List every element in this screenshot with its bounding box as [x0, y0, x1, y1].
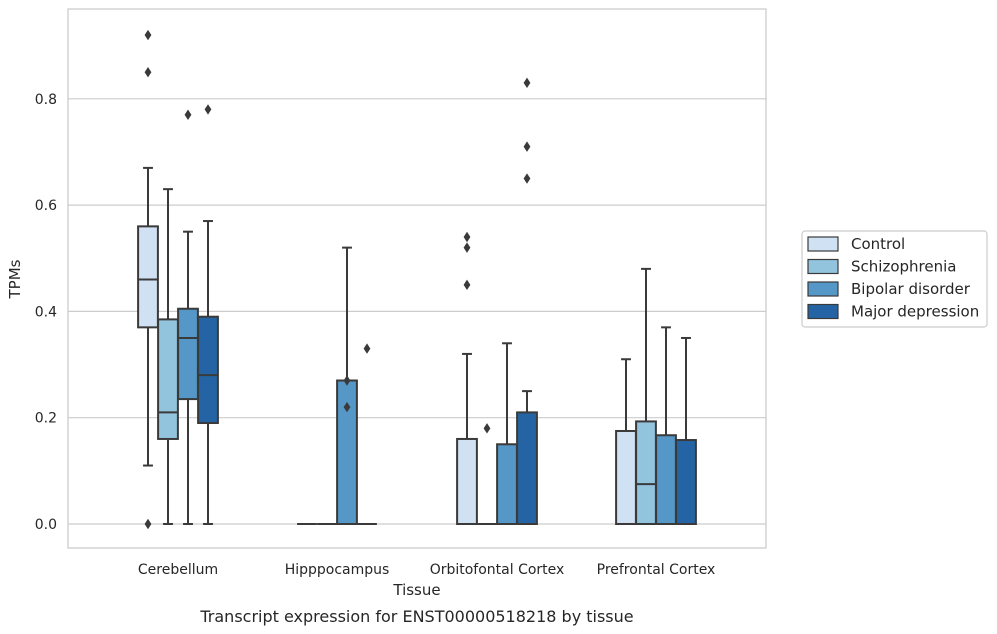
- y-tick-label: 0.0: [35, 517, 57, 533]
- box-body: [157, 318, 179, 440]
- box-bipolar-disorder: [177, 109, 199, 525]
- x-tick-labels: Cerebellum Hipppocampus Orbitofontal Corte…: [138, 562, 715, 578]
- y-tick-label: 0.4: [35, 304, 57, 320]
- box-control: [615, 358, 637, 525]
- box-schizophrenia: [635, 267, 657, 525]
- box-major-depression: [357, 343, 377, 525]
- box-bipolar-disorder: [655, 326, 677, 525]
- legend-swatch: [807, 236, 839, 252]
- outlier-point: [144, 29, 152, 41]
- legend-label: Major depression: [851, 303, 979, 321]
- box-major-depression: [675, 336, 697, 526]
- box-schizophrenia: [157, 188, 179, 525]
- x-tick-label: Prefrontal Cortex: [597, 562, 716, 578]
- legend-label: Schizophrenia: [851, 258, 956, 276]
- box-body: [496, 443, 518, 525]
- y-axis-label: TPMs: [6, 259, 24, 299]
- x-axis-label: Tissue: [392, 581, 440, 599]
- outlier-point: [363, 343, 371, 354]
- y-tick-label: 0.8: [35, 92, 57, 108]
- box-bipolar-disorder: [336, 246, 358, 525]
- box-body: [197, 315, 219, 425]
- box-major-depression: [516, 77, 538, 526]
- outlier-point: [523, 173, 531, 184]
- box-body: [655, 434, 677, 525]
- outlier-point: [483, 423, 491, 434]
- chart-caption: Transcript expression for ENST0000051821…: [199, 607, 633, 626]
- outlier-point: [343, 401, 351, 413]
- box-body: [635, 420, 657, 525]
- y-tick-label: 0.6: [35, 198, 57, 214]
- legend-frame: [801, 230, 988, 328]
- outlier-point: [523, 77, 531, 89]
- outlier-point: [144, 518, 152, 530]
- outlier-point: [184, 109, 192, 120]
- x-tick-label: Cerebellum: [138, 562, 218, 578]
- plot-frame: [67, 8, 767, 549]
- box-control: [456, 231, 478, 525]
- outlier-point: [463, 242, 471, 253]
- box-body: [456, 437, 478, 525]
- x-tick-label: Hipppocampus: [285, 562, 390, 578]
- legend-swatch: [807, 258, 839, 275]
- box-layer: [137, 29, 697, 530]
- outlier-point: [144, 67, 152, 78]
- outlier-point: [463, 279, 471, 291]
- box-bipolar-disorder: [496, 342, 518, 525]
- outlier-point: [463, 231, 471, 243]
- box-control: [137, 29, 159, 530]
- outlier-point: [523, 141, 531, 152]
- box-schizophrenia: [477, 423, 497, 525]
- y-tick-label: 0.2: [35, 411, 57, 427]
- legend-swatch: [807, 281, 839, 297]
- box-body: [615, 429, 637, 525]
- box-body: [177, 307, 199, 401]
- box-body: [516, 411, 538, 526]
- y-tick-labels: 0.0 0.2 0.4 0.6 0.8: [35, 92, 57, 533]
- legend-swatch: [807, 303, 839, 320]
- outlier-point: [204, 104, 212, 115]
- x-tick-label: Orbitofontal Cortex: [430, 562, 565, 578]
- box-body: [137, 225, 159, 329]
- outlier-point: [343, 375, 351, 386]
- box-major-depression: [197, 104, 219, 525]
- legend-label: Control: [851, 235, 905, 253]
- box-body: [675, 439, 697, 526]
- legend: Control Schizophrenia Bipolar disorder Majo…: [801, 230, 988, 328]
- legend-label: Bipolar disorder: [851, 280, 971, 298]
